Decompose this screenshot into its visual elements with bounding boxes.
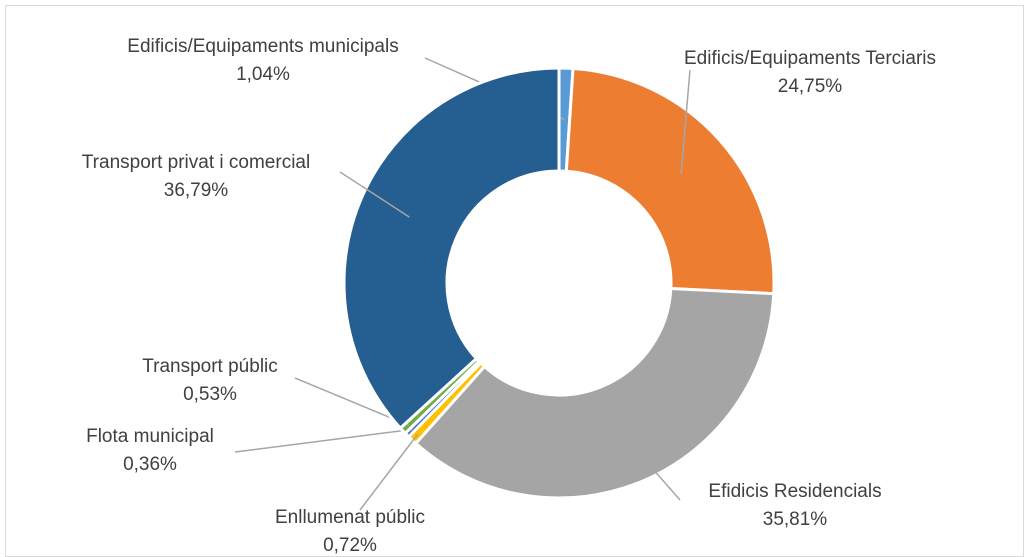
data-label-transport-privat-i-comercial: Transport privat i comercial (82, 152, 310, 173)
data-value-flota-municipal: 0,36% (123, 454, 177, 475)
data-label-edificis-equipaments-municipals: Edificis/Equipaments municipals (127, 36, 398, 57)
leader-line-efidicis-residencials (621, 433, 681, 501)
slice-efidicis-residencials[interactable] (413, 286, 776, 500)
leader-line-transport-privat-i-comercial (339, 171, 410, 218)
slice-transport-privat-i-comercial[interactable] (342, 66, 561, 431)
data-label-efidicis-residencials: Efidicis Residencials (708, 481, 881, 502)
slice-edificis-equipaments-terciaris[interactable] (564, 66, 776, 296)
data-value-edificis-equipaments-municipals: 1,04% (236, 64, 290, 85)
data-label-edificis-equipaments-terciaris: Edificis/Equipaments Terciaris (684, 48, 936, 69)
leader-line-enllumenat-public (359, 433, 419, 511)
data-value-edificis-equipaments-terciaris: 24,75% (778, 76, 843, 97)
data-label-flota-municipal: Flota municipal (86, 426, 214, 447)
leader-line-edificis-equipaments-terciaris (680, 69, 691, 175)
data-label-transport-public: Transport públic (142, 356, 278, 377)
data-value-transport-privat-i-comercial: 36,79% (164, 180, 229, 201)
data-value-enllumenat-public: 0,72% (323, 535, 377, 556)
data-value-transport-public: 0,53% (183, 384, 237, 405)
data-value-efidicis-residencials: 35,81% (763, 509, 828, 530)
data-label-enllumenat-public: Enllumenat públic (275, 507, 425, 528)
leader-line-flota-municipal (234, 428, 413, 453)
